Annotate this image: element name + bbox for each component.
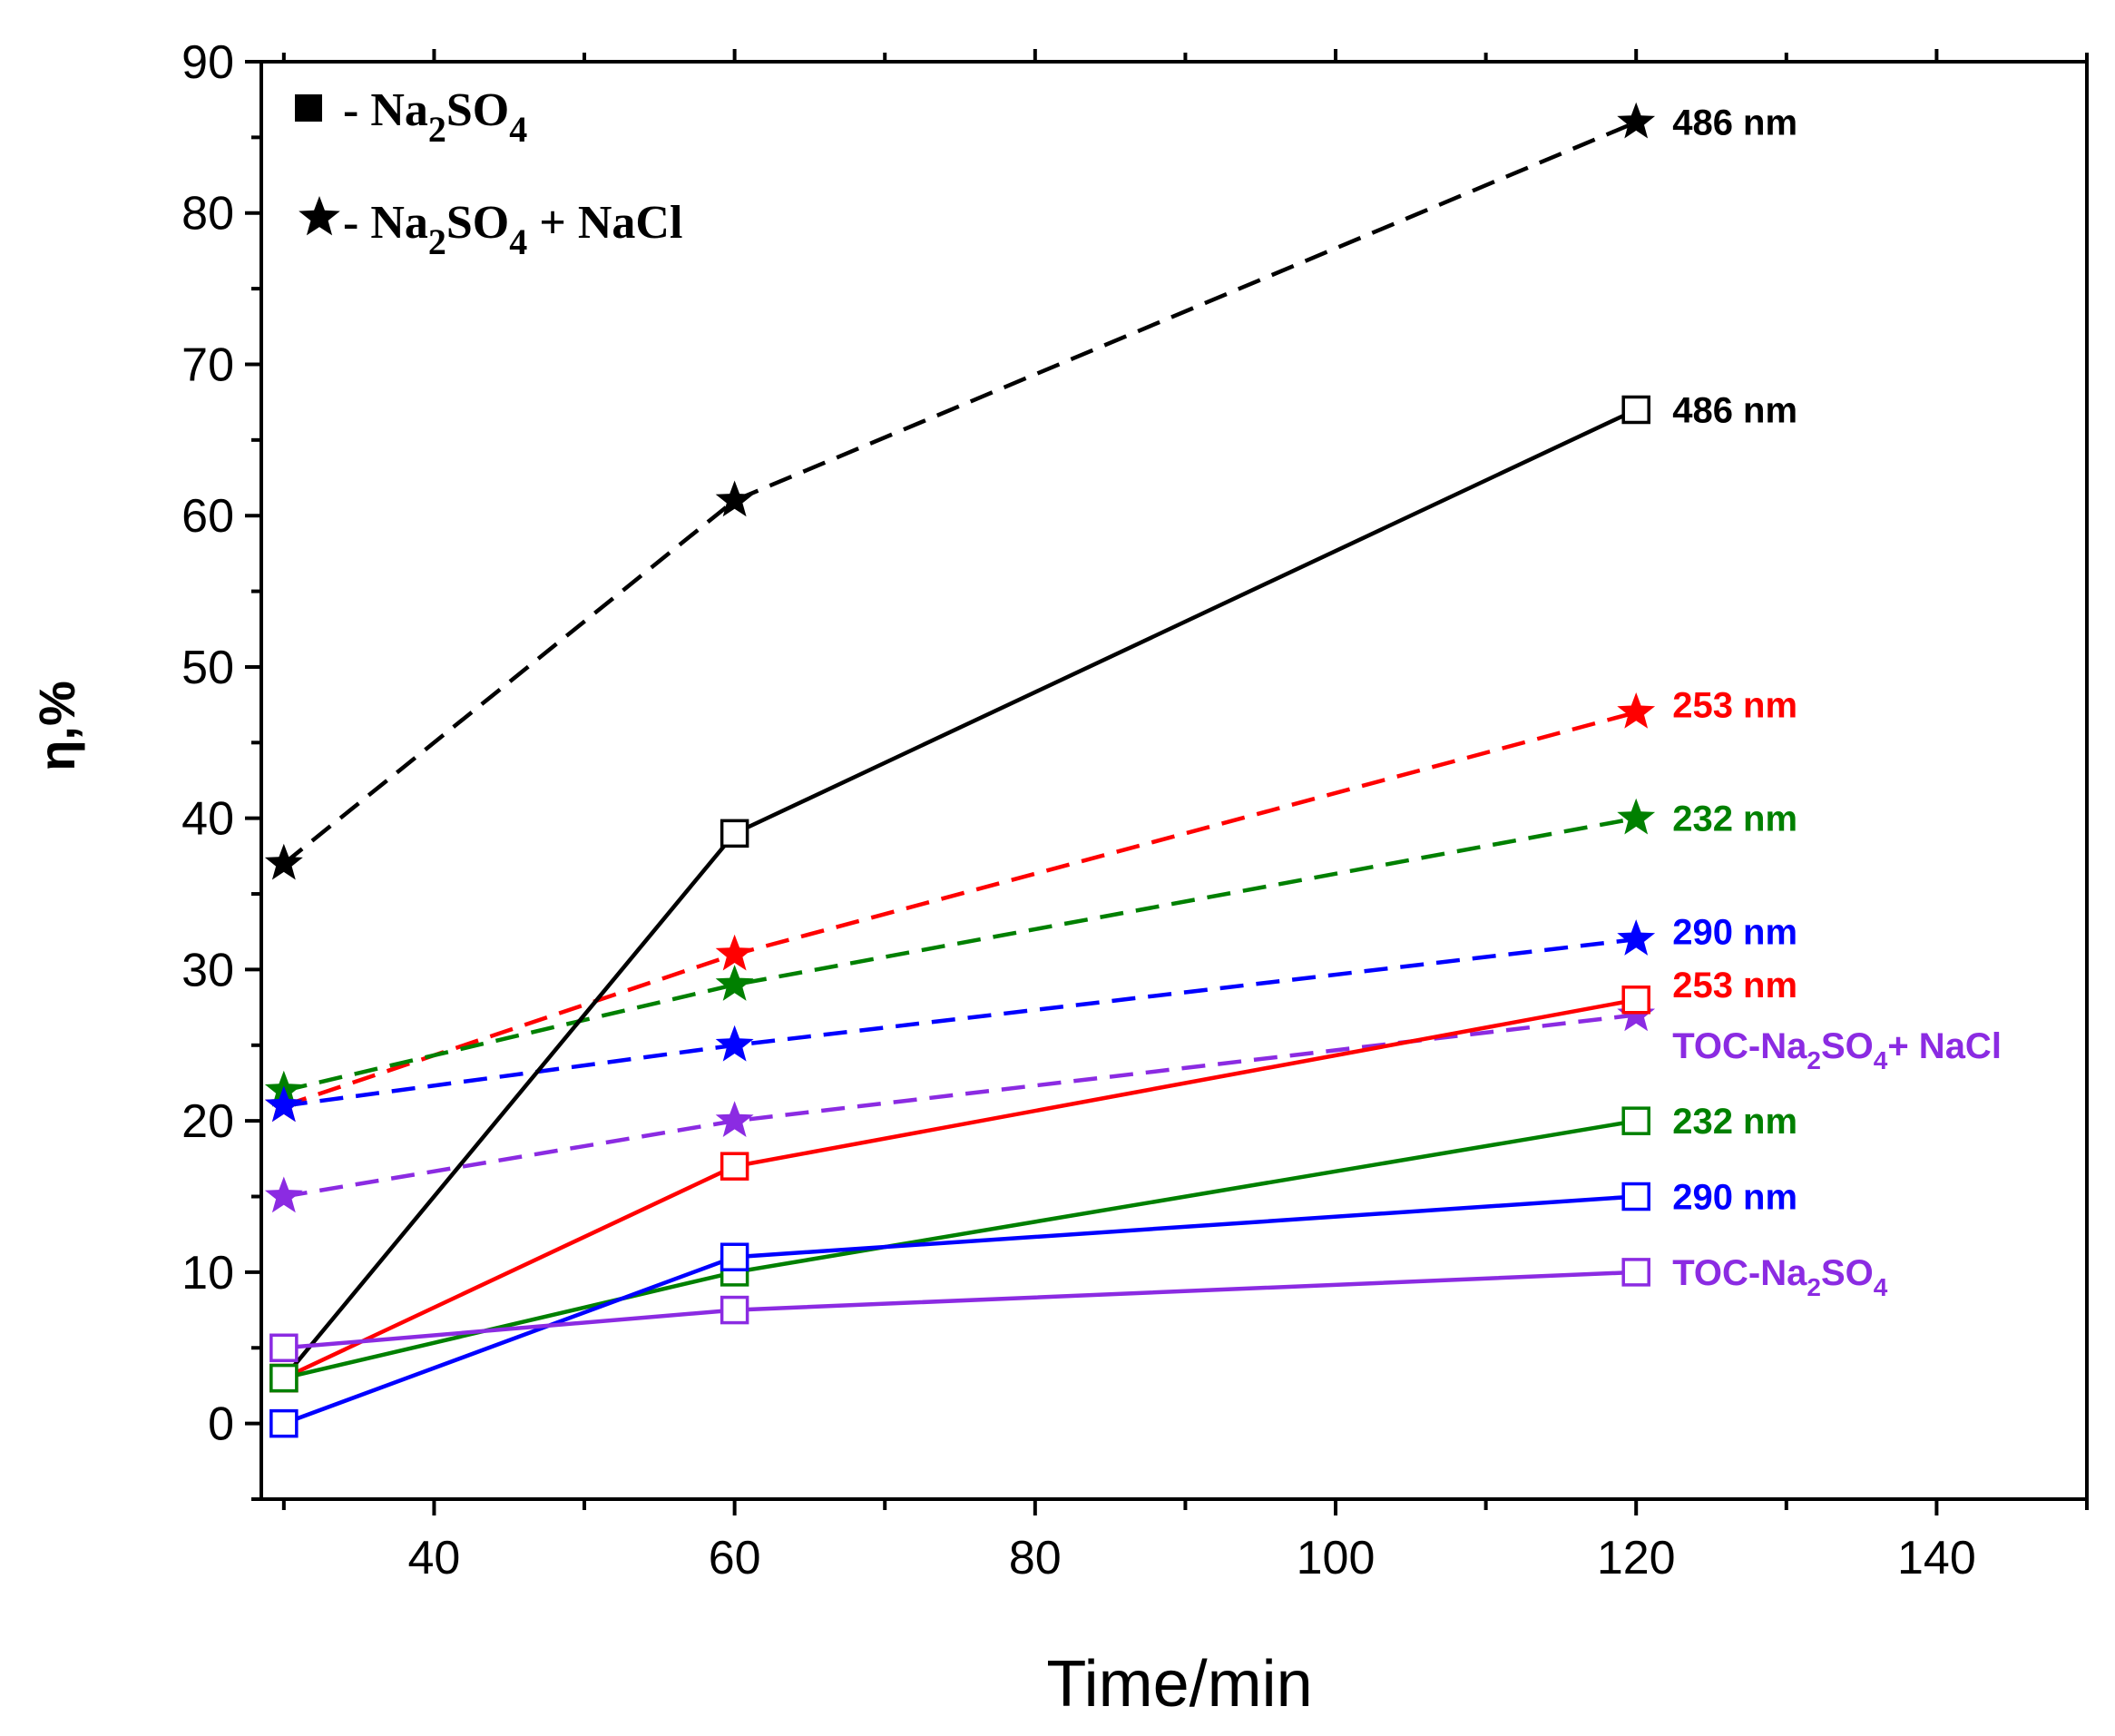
- y-tick-label: 30: [181, 944, 234, 996]
- x-tick-label: 40: [408, 1532, 461, 1584]
- series-annotation: 253 nm: [1672, 686, 1797, 726]
- x-tick-label: 140: [1897, 1532, 1976, 1584]
- data-point-star: [264, 1176, 303, 1213]
- plot-frame: [259, 60, 2089, 1501]
- x-axis-title: Time/min: [1046, 1648, 1312, 1721]
- data-point-square: [1621, 1182, 1650, 1211]
- y-tick-label: 80: [181, 188, 234, 240]
- y-tick-label: 50: [181, 642, 234, 694]
- legend-marker-star: [299, 196, 340, 236]
- y-tick-label: 20: [181, 1095, 234, 1148]
- data-point-square: [1621, 1106, 1650, 1135]
- data-point-square: [1621, 1258, 1650, 1287]
- data-point-star: [264, 843, 303, 880]
- series-annotation: 232 nm: [1672, 1102, 1797, 1142]
- data-point-square: [1621, 395, 1650, 425]
- y-tick-label: 10: [181, 1247, 234, 1300]
- y-tick-label: 70: [181, 338, 234, 391]
- data-point-star: [1617, 798, 1656, 835]
- series-line-2: [283, 816, 1637, 1093]
- data-point-star: [715, 1025, 754, 1062]
- data-point-square: [720, 1295, 749, 1325]
- x-tick-label: 60: [709, 1532, 761, 1584]
- series-annotation: TOC-Na2SO4: [1672, 1253, 1888, 1301]
- legend-marker-square: [295, 94, 322, 122]
- data-point-star: [715, 1101, 754, 1137]
- data-point-star: [1617, 919, 1656, 956]
- data-point-square: [1621, 986, 1650, 1015]
- data-point-star: [1617, 692, 1656, 729]
- data-point-square: [269, 1408, 299, 1438]
- data-point-star: [715, 934, 754, 971]
- data-point-star: [1617, 102, 1656, 139]
- legend-label-na2so4-nacl: - Na2SO4 + NaCl: [343, 197, 682, 262]
- series-annotation: 486 nm: [1672, 390, 1797, 430]
- y-tick-label: 60: [181, 490, 234, 543]
- y-tick-label: 90: [181, 36, 234, 89]
- series-annotation: 290 nm: [1672, 1178, 1797, 1218]
- data-point-square: [720, 819, 749, 848]
- y-tick-label: 0: [208, 1398, 234, 1451]
- series-annotation: 486 nm: [1672, 103, 1797, 143]
- data-point-star: [715, 965, 754, 1001]
- y-tick-label: 40: [181, 793, 234, 846]
- data-point-square: [720, 1152, 749, 1181]
- series-annotation: TOC-Na2SO4+ NaCl: [1672, 1026, 2002, 1074]
- x-tick-label: 80: [1009, 1532, 1062, 1584]
- data-point-star: [715, 480, 754, 517]
- series-annotation: 253 nm: [1672, 966, 1797, 1005]
- series-line-0: [282, 120, 1638, 866]
- data-point-star: [264, 1085, 303, 1123]
- data-point-square: [269, 1363, 299, 1393]
- legend-label-na2so4: - Na2SO4: [343, 84, 527, 150]
- data-point-square: [269, 1333, 299, 1363]
- series-annotation: 290 nm: [1672, 913, 1797, 953]
- x-tick-label: 100: [1297, 1532, 1376, 1584]
- series-annotation: 232 nm: [1672, 799, 1797, 839]
- x-tick-label: 120: [1597, 1532, 1676, 1584]
- data-point-square: [720, 1242, 749, 1271]
- y-axis-title: η,%: [28, 681, 85, 771]
